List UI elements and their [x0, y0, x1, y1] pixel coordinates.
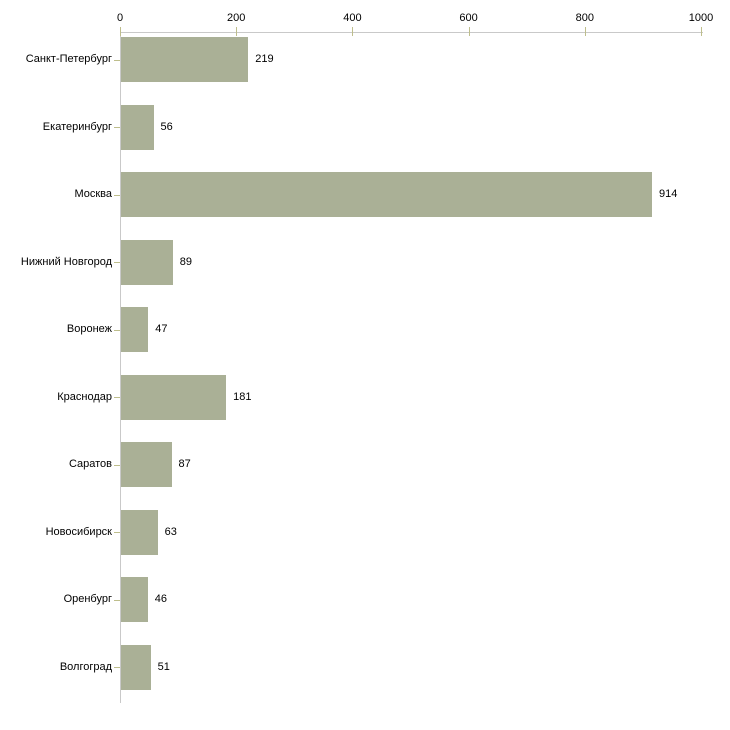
category-label: Краснодар	[57, 390, 112, 403]
bar	[121, 644, 151, 690]
x-axis-tick-label: 200	[227, 12, 246, 24]
x-axis-tick-label: 400	[343, 12, 362, 24]
x-axis-tick	[584, 27, 586, 36]
category-label: Нижний Новгород	[20, 255, 112, 268]
bar-value-label: 51	[157, 660, 170, 673]
x-axis-tick	[120, 27, 121, 36]
x-axis-tick-label: 800	[575, 12, 594, 24]
y-axis-tick	[114, 599, 120, 601]
bar-value-label: 87	[178, 458, 191, 470]
bar	[121, 172, 653, 217]
category-label: Волгоград	[59, 660, 112, 673]
y-axis-tick	[114, 59, 120, 61]
bar	[121, 239, 173, 285]
bar	[121, 374, 227, 420]
bar	[121, 509, 158, 555]
bar-value-label: 89	[179, 255, 192, 268]
category-label: Оренбург	[63, 593, 112, 605]
category-label: Екатеринбург	[42, 120, 112, 133]
category-label: Санкт-Петербург	[25, 53, 112, 65]
category-label: Воронеж	[66, 323, 112, 335]
y-axis-tick	[114, 194, 120, 196]
y-axis-tick	[114, 532, 120, 533]
x-axis-line	[120, 32, 703, 33]
y-axis-tick	[114, 329, 120, 331]
y-axis-tick	[114, 127, 120, 128]
x-axis-tick-label: 600	[459, 12, 478, 24]
bar-value-label: 914	[659, 188, 678, 200]
category-label: Москва	[74, 188, 112, 200]
x-axis-tick	[352, 27, 354, 36]
bar	[121, 104, 154, 150]
x-axis-tick	[701, 27, 702, 36]
y-axis-tick	[114, 262, 120, 263]
bar-value-label: 181	[233, 390, 252, 403]
y-axis-tick	[114, 397, 120, 398]
y-axis-line	[120, 32, 121, 703]
bar-value-label: 47	[155, 323, 168, 335]
bar	[121, 307, 149, 352]
x-axis-tick-label: 0	[116, 12, 124, 24]
category-label: Новосибирск	[45, 525, 112, 538]
category-label: Саратов	[68, 458, 112, 470]
bar-value-label: 46	[154, 593, 167, 605]
bar	[121, 37, 249, 82]
y-axis-tick	[114, 667, 120, 668]
bar-value-label: 219	[255, 53, 274, 65]
bar-value-label: 56	[160, 120, 173, 133]
bar	[121, 577, 148, 622]
x-axis-tick-label: 1000	[688, 12, 714, 24]
bar	[121, 442, 172, 487]
bar-value-label: 63	[164, 525, 177, 538]
x-axis-tick	[468, 27, 470, 36]
y-axis-tick	[114, 464, 120, 466]
x-axis-tick	[236, 27, 238, 36]
